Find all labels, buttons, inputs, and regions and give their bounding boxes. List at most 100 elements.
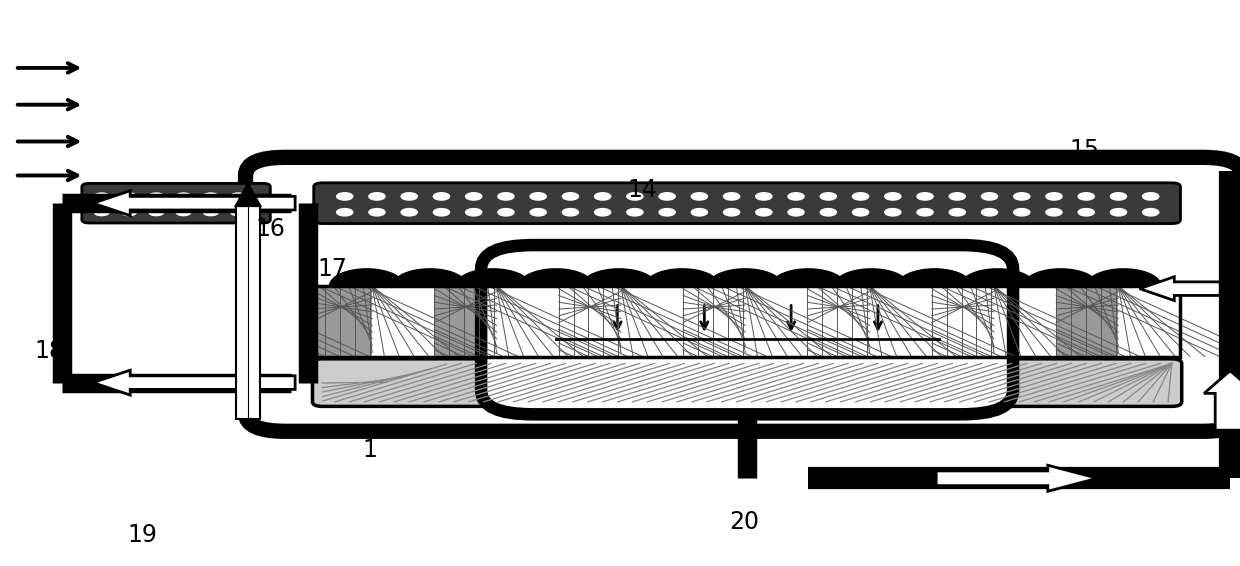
- Polygon shape: [771, 269, 846, 286]
- Bar: [236, 206, 260, 419]
- Circle shape: [1014, 192, 1030, 200]
- Bar: [310, 286, 372, 357]
- Circle shape: [821, 192, 837, 200]
- Text: 19: 19: [128, 523, 157, 547]
- Circle shape: [531, 192, 547, 200]
- Circle shape: [337, 192, 353, 200]
- Circle shape: [982, 192, 998, 200]
- Polygon shape: [645, 269, 719, 286]
- FancyBboxPatch shape: [312, 359, 1182, 406]
- Circle shape: [885, 192, 901, 200]
- Text: 18: 18: [35, 339, 64, 363]
- Circle shape: [466, 192, 482, 200]
- Circle shape: [692, 192, 708, 200]
- Polygon shape: [582, 269, 656, 286]
- Circle shape: [231, 193, 246, 200]
- Circle shape: [531, 208, 547, 216]
- Circle shape: [756, 208, 773, 216]
- Circle shape: [122, 193, 136, 200]
- Circle shape: [692, 208, 708, 216]
- Circle shape: [595, 208, 611, 216]
- Circle shape: [1047, 192, 1063, 200]
- Bar: [683, 286, 745, 357]
- Circle shape: [1079, 208, 1095, 216]
- FancyArrow shape: [936, 465, 1097, 491]
- Circle shape: [1047, 208, 1063, 216]
- Circle shape: [1014, 208, 1030, 216]
- Text: 1: 1: [362, 438, 377, 462]
- Circle shape: [498, 192, 515, 200]
- Circle shape: [203, 209, 218, 216]
- Bar: [931, 286, 994, 357]
- Polygon shape: [835, 269, 909, 286]
- Circle shape: [885, 208, 901, 216]
- Circle shape: [337, 208, 353, 216]
- Circle shape: [122, 209, 136, 216]
- Bar: [1056, 286, 1118, 357]
- Circle shape: [434, 208, 450, 216]
- Circle shape: [1111, 208, 1127, 216]
- FancyArrow shape: [1204, 371, 1240, 430]
- Bar: [869, 286, 931, 357]
- Circle shape: [918, 192, 934, 200]
- Text: 14: 14: [627, 178, 657, 201]
- Circle shape: [402, 192, 418, 200]
- Circle shape: [821, 208, 837, 216]
- FancyBboxPatch shape: [82, 183, 270, 223]
- Circle shape: [176, 209, 191, 216]
- Circle shape: [595, 192, 611, 200]
- Circle shape: [231, 209, 246, 216]
- FancyArrow shape: [1140, 277, 1220, 301]
- Circle shape: [563, 208, 579, 216]
- Text: 16: 16: [255, 217, 285, 241]
- Circle shape: [724, 192, 740, 200]
- Circle shape: [950, 208, 966, 216]
- FancyBboxPatch shape: [246, 157, 1240, 431]
- FancyArrow shape: [93, 370, 295, 395]
- Bar: [807, 286, 869, 357]
- Circle shape: [466, 208, 482, 216]
- Circle shape: [950, 192, 966, 200]
- Bar: [621, 286, 683, 357]
- Circle shape: [789, 192, 805, 200]
- Bar: [994, 286, 1056, 357]
- Polygon shape: [393, 269, 467, 286]
- Circle shape: [149, 209, 164, 216]
- Circle shape: [94, 193, 109, 200]
- Polygon shape: [708, 269, 782, 286]
- Circle shape: [370, 192, 386, 200]
- Bar: [496, 286, 559, 357]
- Circle shape: [918, 208, 934, 216]
- Circle shape: [203, 193, 218, 200]
- Circle shape: [660, 192, 676, 200]
- Polygon shape: [1086, 269, 1161, 286]
- FancyBboxPatch shape: [481, 245, 1013, 414]
- Polygon shape: [898, 269, 972, 286]
- Circle shape: [563, 192, 579, 200]
- Bar: [745, 286, 807, 357]
- Circle shape: [1111, 192, 1127, 200]
- Circle shape: [1143, 208, 1159, 216]
- Polygon shape: [456, 269, 531, 286]
- Polygon shape: [330, 269, 404, 286]
- Circle shape: [1079, 192, 1095, 200]
- Polygon shape: [518, 269, 593, 286]
- Circle shape: [853, 208, 869, 216]
- Bar: [434, 286, 496, 357]
- Polygon shape: [236, 183, 260, 206]
- Bar: [559, 286, 621, 357]
- Polygon shape: [960, 269, 1034, 286]
- Circle shape: [660, 208, 676, 216]
- Circle shape: [498, 208, 515, 216]
- Circle shape: [756, 192, 773, 200]
- Bar: [310, 286, 1180, 357]
- Text: 17: 17: [317, 257, 347, 281]
- Circle shape: [724, 208, 740, 216]
- Polygon shape: [1023, 269, 1097, 286]
- Circle shape: [94, 209, 109, 216]
- Circle shape: [627, 192, 644, 200]
- Circle shape: [176, 193, 191, 200]
- FancyArrow shape: [93, 191, 295, 216]
- Circle shape: [627, 208, 644, 216]
- Circle shape: [402, 208, 418, 216]
